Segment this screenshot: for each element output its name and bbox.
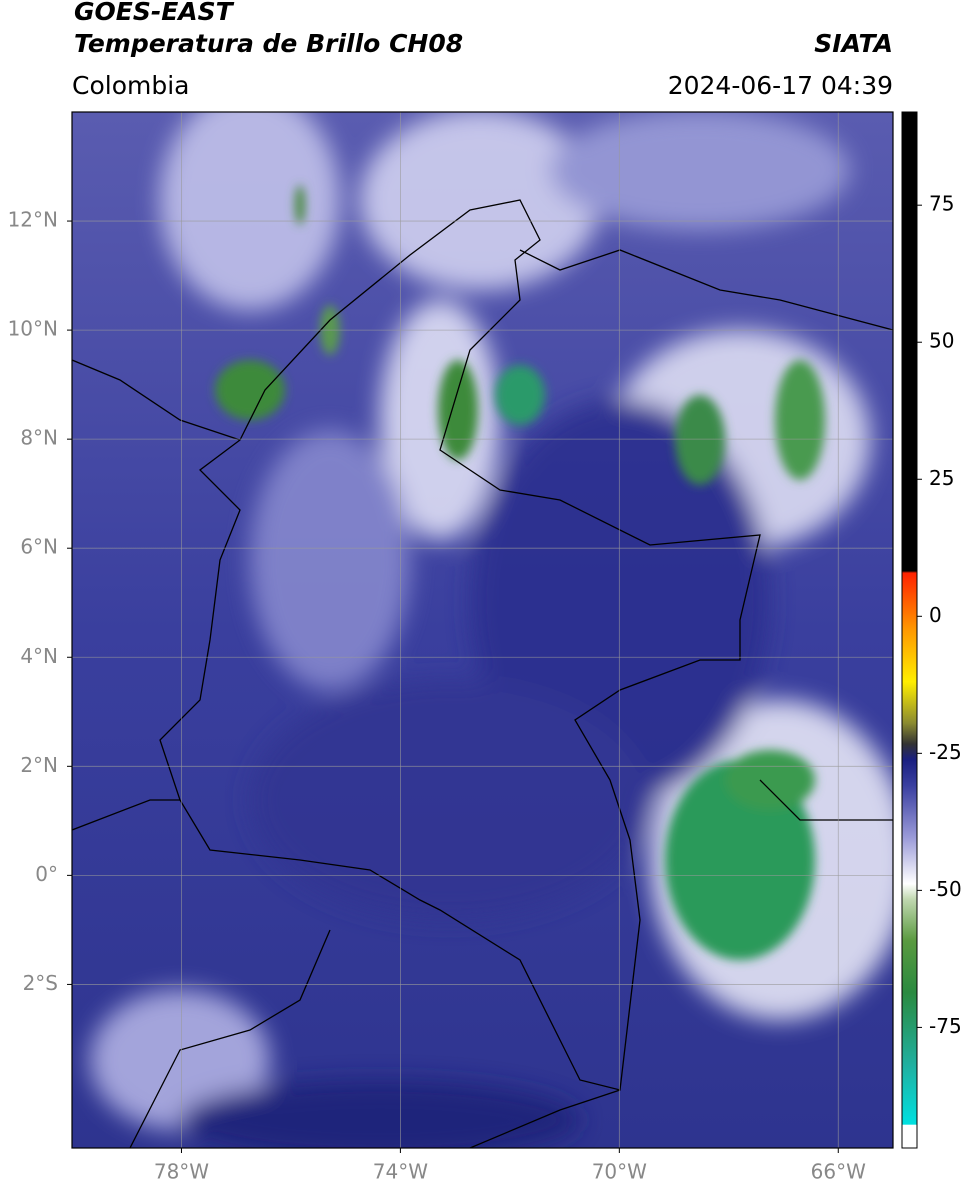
y-tick-label: 4°N <box>20 644 58 668</box>
x-tick-label: 78°W <box>154 1160 209 1184</box>
subtitle: Temperatura de Brillo CH08 <box>74 29 463 58</box>
y-tick-label: 8°N <box>20 426 58 450</box>
colorbar-tick-label: 75 <box>929 192 954 216</box>
colorbar-tick-label: -25 <box>929 740 962 764</box>
colorbar-tick-label: 50 <box>929 329 954 353</box>
colorbar-tick-label: 0 <box>929 603 942 627</box>
x-tick-label: 74°W <box>373 1160 428 1184</box>
y-tick-label: 2°N <box>20 753 58 777</box>
colorbar-tick-label: -50 <box>929 877 962 901</box>
y-tick-label: 6°N <box>20 535 58 559</box>
x-tick-label: 70°W <box>592 1160 647 1184</box>
satellite-image <box>72 112 893 1148</box>
map-frame <box>71 111 894 1149</box>
colorbar-tick-label: -75 <box>929 1014 962 1038</box>
region: Colombia <box>72 71 189 100</box>
y-tick-label: 2°S <box>23 971 58 995</box>
source: SIATA <box>814 29 893 58</box>
y-tick-label: 10°N <box>8 317 58 341</box>
y-tick-label: 12°N <box>8 208 58 232</box>
colorbar <box>901 111 918 1149</box>
colorbar-tick-label: 25 <box>929 466 954 490</box>
graticule <box>72 112 893 1148</box>
x-tick-label: 66°W <box>811 1160 866 1184</box>
title: GOES-EAST <box>74 0 235 26</box>
y-tick-label: 0° <box>35 862 58 886</box>
datetime: 2024-06-17 04:39 <box>668 71 893 100</box>
